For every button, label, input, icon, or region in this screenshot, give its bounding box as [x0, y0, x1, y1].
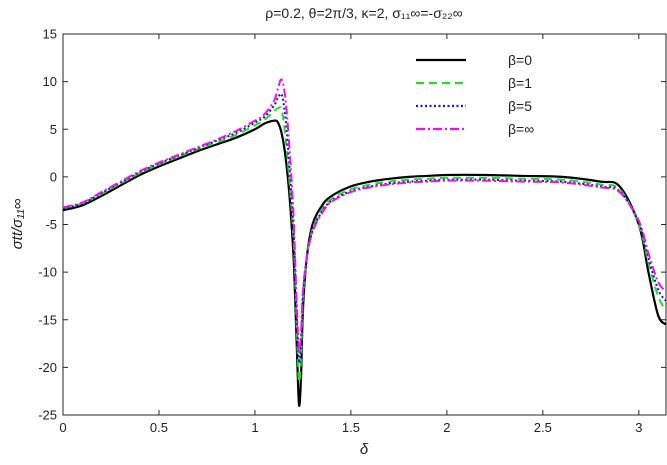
chart-title: ρ=0.2, θ=2π/3, κ=2, σ₁₁∞=-σ₂₂∞	[265, 5, 462, 21]
y-tick-label: -20	[38, 360, 57, 375]
series-line-2	[62, 92, 667, 365]
y-tick-label: -15	[38, 312, 57, 327]
y-tick-label: 5	[50, 122, 57, 137]
y-tick-label: -5	[45, 217, 57, 232]
x-tick-label: 2	[443, 420, 450, 435]
y-tick-label: 0	[50, 169, 57, 184]
legend-label-2: β=5	[508, 98, 532, 114]
legend: β=0 β=1 β=5 β=∞	[416, 52, 534, 137]
legend-label-0: β=0	[508, 52, 532, 68]
y-tick-label: 10	[43, 74, 57, 89]
x-tick-label: 1.5	[342, 420, 360, 435]
legend-label-1: β=1	[508, 75, 532, 91]
y-tick-label: -25	[38, 408, 57, 423]
legend-label-3: β=∞	[508, 121, 534, 137]
series-line-0	[62, 119, 667, 407]
series-line-3	[62, 78, 667, 355]
series-line-1	[62, 106, 667, 384]
x-axis: 0 0.5 1 1.5 2 2.5 3	[59, 34, 642, 435]
y-axis-label: σtt/σ₁₁∞	[9, 198, 26, 249]
x-tick-label: 2.5	[534, 420, 552, 435]
y-axis: 15 10 5 0 -5 -10 -15 -20 -25	[38, 27, 666, 423]
series-layer	[62, 78, 667, 407]
x-axis-label: δ	[360, 441, 369, 458]
plot-frame	[62, 33, 667, 416]
y-tick-label: -10	[38, 265, 57, 280]
x-tick-label: 1	[251, 420, 258, 435]
x-tick-label: 3	[635, 420, 642, 435]
x-tick-label: 0	[59, 420, 66, 435]
x-tick-label: 0.5	[150, 420, 168, 435]
y-tick-label: 15	[43, 27, 57, 42]
